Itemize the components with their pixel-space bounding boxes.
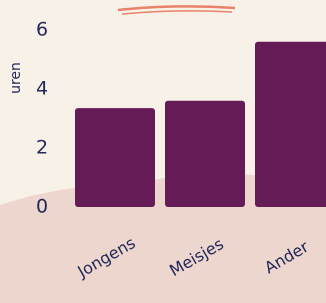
y-tick-label: 0 [36,196,48,218]
bar [165,101,245,207]
page: uren 0246JongensMeisjesAnder (() => { co… [0,0,326,303]
y-tick-label: 6 [36,19,48,41]
y-tick-label: 4 [36,78,48,100]
y-tick-label: 2 [36,137,48,159]
bar [255,42,326,207]
bar [75,108,155,207]
chart: uren 0246JongensMeisjesAnder [0,0,326,303]
y-axis-label: uren [8,62,24,94]
